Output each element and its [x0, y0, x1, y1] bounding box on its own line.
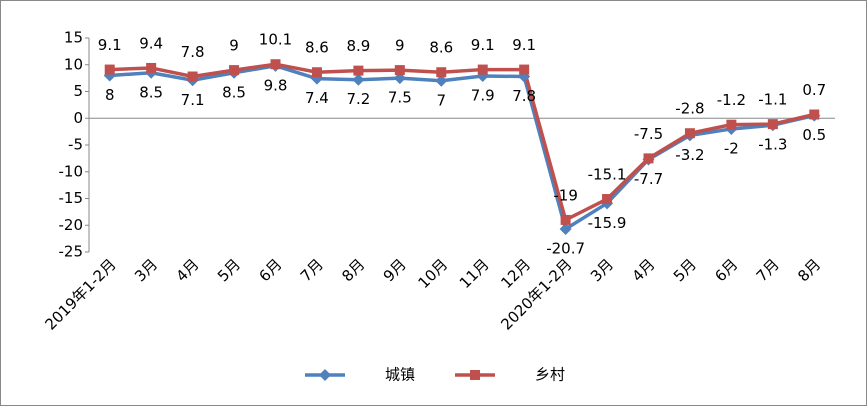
data-label: -1.1 [758, 91, 787, 109]
y-tick-label: -10 [59, 162, 84, 180]
marker [311, 67, 322, 78]
y-tick-label: 0 [73, 109, 83, 127]
data-label: 0.5 [802, 126, 826, 144]
marker [559, 222, 572, 235]
marker [187, 71, 198, 82]
marker [519, 64, 530, 75]
series-line [109, 64, 815, 232]
data-label: 7.1 [181, 91, 205, 109]
legend-label: 乡村 [535, 366, 565, 384]
data-label: 8 [105, 86, 115, 104]
y-tick-label: -5 [68, 136, 83, 154]
marker [393, 72, 406, 85]
data-label: 8.6 [429, 39, 453, 57]
y-tick-label: 5 [73, 82, 83, 100]
marker [229, 65, 240, 76]
data-label: 9.8 [264, 76, 288, 94]
y-tick-label: 10 [64, 55, 83, 73]
data-label: 9.4 [139, 34, 163, 52]
marker [767, 119, 778, 130]
series-line [109, 62, 815, 223]
y-tick-label: -15 [59, 189, 84, 207]
data-label: -15.1 [588, 166, 627, 184]
marker [435, 74, 448, 87]
data-label: -7.5 [634, 125, 663, 143]
data-label: 7 [437, 91, 447, 109]
data-label: -2 [724, 139, 739, 157]
data-label: 7.9 [471, 86, 495, 104]
data-label: -20.7 [546, 239, 585, 257]
marker [602, 194, 613, 205]
y-tick-label: -25 [59, 243, 84, 261]
data-label: 9 [395, 37, 405, 55]
marker [146, 62, 157, 73]
marker [353, 65, 364, 76]
data-label: 8.5 [139, 83, 163, 101]
data-label: -7.7 [634, 170, 663, 188]
marker [684, 128, 695, 139]
data-label: 9.1 [98, 36, 122, 54]
data-label: 7.4 [305, 89, 329, 107]
marker [104, 64, 115, 75]
data-label: 7.2 [346, 90, 370, 108]
data-label: -19 [553, 186, 578, 204]
data-label: 7.8 [181, 43, 205, 61]
marker [394, 65, 405, 76]
marker [726, 119, 737, 130]
data-label: -15.9 [588, 214, 627, 232]
legend-marker [470, 370, 480, 380]
marker [560, 214, 571, 225]
marker [436, 67, 447, 78]
marker [809, 109, 820, 120]
marker [270, 59, 281, 70]
marker [477, 64, 488, 75]
marker [643, 153, 654, 164]
data-label: 7.5 [388, 89, 412, 107]
marker [352, 73, 365, 86]
legend-marker [319, 369, 331, 381]
data-label: 9 [229, 37, 239, 55]
data-label: 9.1 [471, 36, 495, 54]
data-label: -1.2 [717, 91, 746, 109]
data-label: -1.3 [758, 136, 787, 154]
data-label: 8.5 [222, 83, 246, 101]
data-label: 8.6 [305, 39, 329, 57]
data-label: 8.9 [346, 37, 370, 55]
data-label: 7.8 [512, 87, 536, 105]
data-label: 9.1 [512, 36, 536, 54]
data-label: 0.7 [802, 81, 826, 99]
data-label: 10.1 [259, 31, 292, 49]
y-tick-label: -20 [59, 216, 84, 234]
data-label: -3.2 [675, 146, 704, 164]
legend-label: 城镇 [385, 366, 415, 384]
data-label: -2.8 [675, 100, 704, 118]
y-tick-label: 15 [64, 29, 83, 47]
